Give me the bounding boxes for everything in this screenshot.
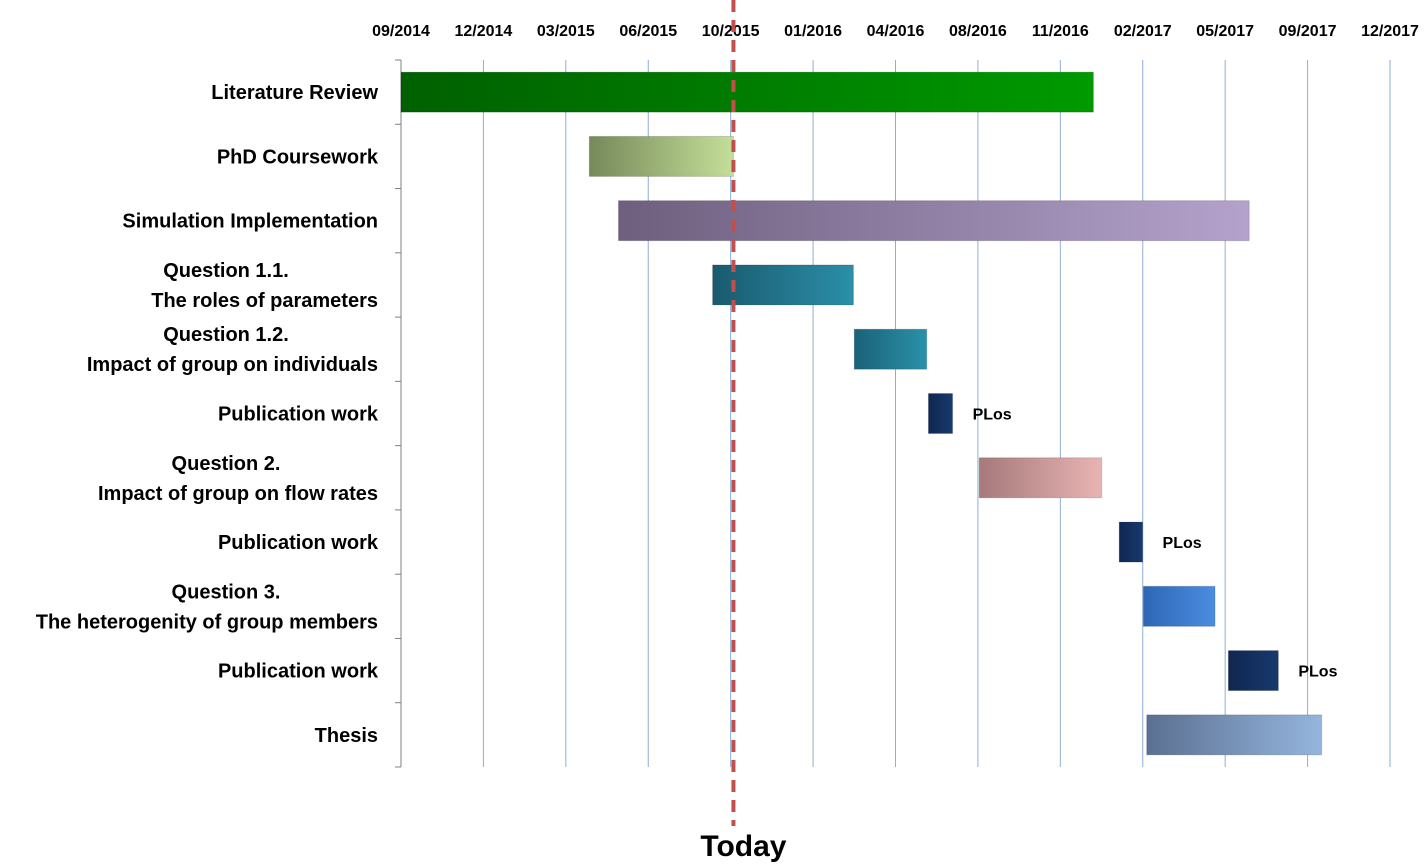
- tick-label: 03/2015: [537, 23, 595, 40]
- tick-label: 12/2014: [454, 23, 512, 40]
- task-label: PhD Coursework: [217, 146, 379, 168]
- task-bar: [853, 328, 928, 370]
- task-label: Question 1.2.: [163, 324, 289, 346]
- task-bar: [1118, 521, 1144, 563]
- task-label: Thesis: [315, 725, 378, 747]
- task-bar: [927, 393, 954, 434]
- tick-label: 08/2016: [949, 23, 1007, 40]
- x-axis-tick-labels: 09/2014 12/2014 03/2015 06/2015 10/2015 01/20…: [372, 23, 1419, 40]
- task-label: Question 3.: [172, 581, 281, 603]
- task-labels: Literature Review PhD Coursework Simulatio…: [36, 82, 1338, 747]
- tick-label: 06/2015: [619, 23, 677, 40]
- tick-label: 09/2017: [1279, 23, 1337, 40]
- task-bar: [400, 71, 1094, 113]
- task-bar: [1142, 585, 1216, 627]
- tick-label: 11/2016: [1032, 23, 1089, 40]
- task-bars: [400, 71, 1323, 756]
- task-label: Simulation Implementation: [122, 211, 378, 233]
- task-bar: [978, 457, 1103, 499]
- task-label: Question 2.: [172, 453, 281, 475]
- today-label: Today: [700, 830, 786, 863]
- grid-lines: [395, 59, 1391, 768]
- task-label: The roles of parameters: [151, 290, 378, 312]
- task-label: Literature Review: [211, 82, 378, 104]
- task-label: Publication work: [218, 532, 379, 554]
- task-label: Publication work: [218, 404, 379, 426]
- tick-label: 01/2016: [784, 23, 842, 40]
- task-label: Question 1.1.: [163, 260, 289, 282]
- today-marker: Today: [700, 0, 787, 863]
- task-bar: [1227, 650, 1279, 692]
- task-bar: [617, 200, 1250, 242]
- task-bar: [588, 135, 734, 177]
- tick-label: 05/2017: [1196, 23, 1254, 40]
- annotation-label: PLos: [1298, 664, 1337, 681]
- tick-label: 04/2016: [867, 23, 925, 40]
- tick-label: 02/2017: [1114, 23, 1172, 40]
- task-label: Impact of group on flow rates: [98, 483, 378, 505]
- annotation-label: PLos: [1163, 535, 1202, 552]
- tick-label: 09/2014: [372, 23, 430, 40]
- tick-label: 10/2015: [702, 23, 760, 40]
- task-label: Publication work: [218, 661, 379, 683]
- annotation-label: PLos: [973, 407, 1012, 424]
- tick-label: 12/2017: [1361, 23, 1419, 40]
- task-label: Impact of group on individuals: [87, 354, 378, 376]
- task-bar: [1146, 714, 1323, 756]
- task-label: The heterogenity of group members: [36, 611, 378, 633]
- task-bar: [712, 264, 854, 306]
